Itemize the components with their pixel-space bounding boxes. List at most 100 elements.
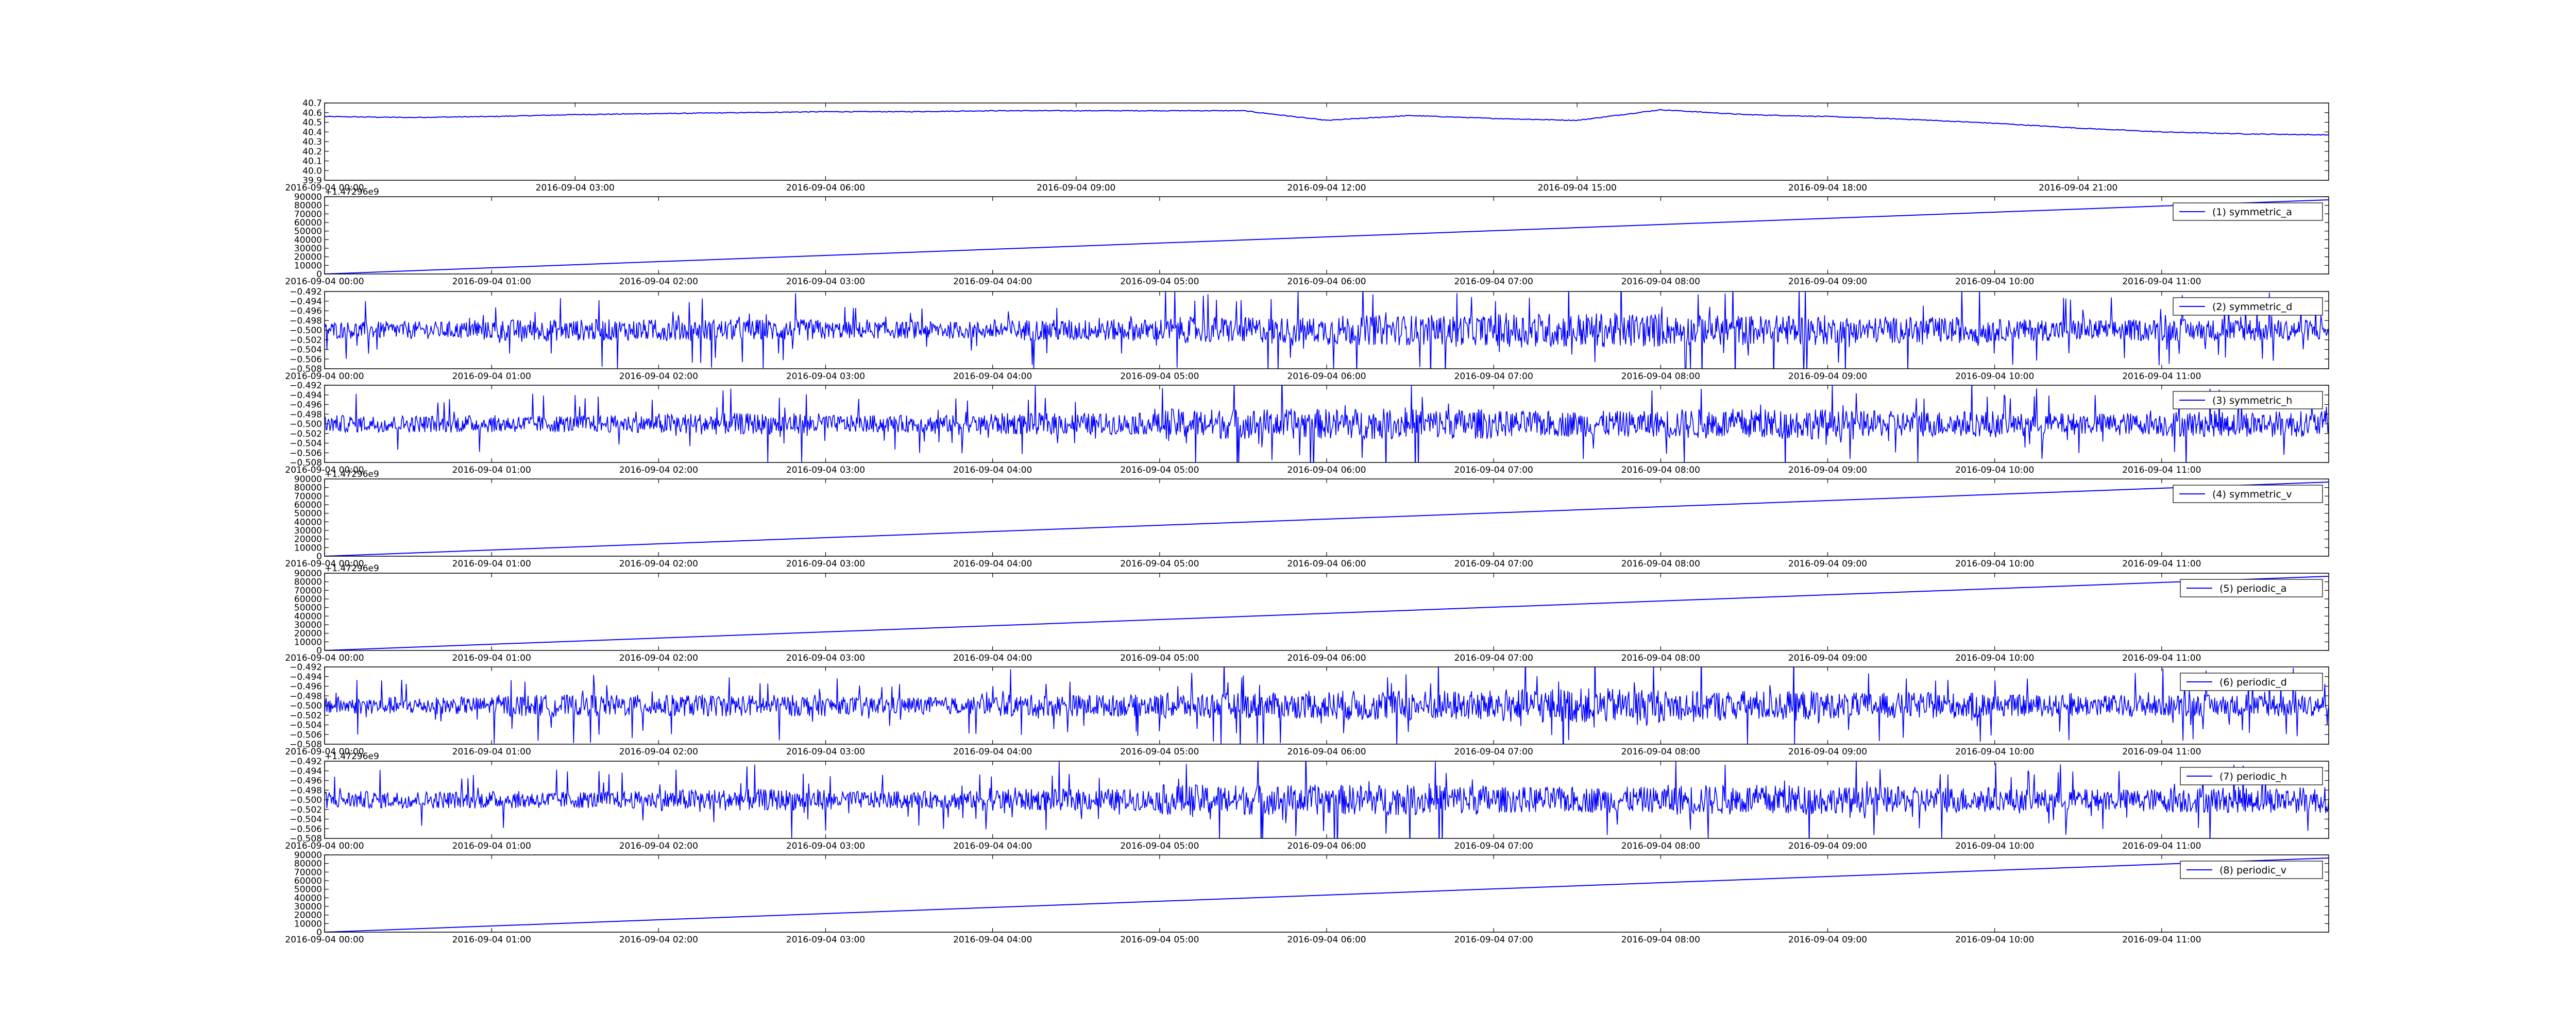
x-tick-label: 2016-09-04 06:00 — [1287, 465, 1366, 475]
y-tick-label: 10000 — [294, 919, 322, 929]
y-tick-label: 40.1 — [302, 157, 322, 167]
x-tick-label: 2016-09-04 00:00 — [285, 465, 364, 475]
panel-4: 0100002000030000400005000060000700008000… — [285, 469, 2329, 569]
y-tick-label: −0.498 — [290, 316, 322, 326]
x-tick-label: 2016-09-04 11:00 — [2122, 653, 2201, 663]
x-tick-label: 2016-09-04 05:00 — [1120, 747, 1199, 757]
y-tick-label: −0.508 — [290, 740, 322, 750]
legend-label: (2) symmetric_d — [2212, 301, 2292, 313]
x-tick-label: 2016-09-04 00:00 — [285, 747, 364, 757]
x-tick-label: 2016-09-04 06:00 — [1287, 653, 1366, 663]
x-tick-label: 2016-09-04 03:00 — [786, 465, 865, 475]
y-tick-label: 80000 — [294, 577, 322, 588]
x-tick-label: 2016-09-04 09:00 — [1788, 559, 1867, 569]
y-tick-label: 70000 — [294, 586, 322, 596]
x-tick-label: 2016-09-04 00:00 — [285, 277, 364, 287]
legend-label: (6) periodic_d — [2219, 677, 2287, 688]
offset-label: +1.47296e9 — [325, 751, 379, 762]
y-tick-label: −0.492 — [290, 287, 322, 297]
x-tick-label: 2016-09-04 03:00 — [536, 183, 615, 193]
x-tick-label: 2016-09-04 03:00 — [786, 371, 865, 382]
x-tick-label: 2016-09-04 06:00 — [1287, 559, 1366, 569]
x-tick-label: 2016-09-04 10:00 — [1955, 653, 2034, 663]
y-tick-label: 70000 — [294, 209, 322, 219]
y-tick-label: −0.496 — [290, 682, 322, 692]
x-tick-label: 2016-09-04 05:00 — [1120, 559, 1199, 569]
y-tick-label: 20000 — [294, 252, 322, 263]
legend: (1) symmetric_a — [2173, 202, 2323, 221]
x-tick-label: 2016-09-04 04:00 — [953, 465, 1032, 475]
y-tick-label: −0.500 — [290, 419, 322, 430]
panel-1: 0100002000030000400005000060000700008000… — [285, 187, 2329, 287]
series-line — [325, 576, 2329, 650]
x-tick-label: 2016-09-04 04:00 — [953, 277, 1032, 287]
x-tick-label: 2016-09-04 04:00 — [953, 747, 1032, 757]
panel-0: 39.940.040.140.240.340.440.540.640.7 2016… — [285, 98, 2329, 193]
legend: (2) symmetric_d — [2173, 297, 2323, 316]
y-tick-label: 40.3 — [302, 137, 322, 147]
y-tick-label: 40.6 — [302, 108, 322, 118]
legend-label: (7) periodic_h — [2219, 771, 2287, 782]
y-tick-label: −0.508 — [290, 458, 322, 468]
y-tick-label: 70000 — [294, 491, 322, 502]
x-tick-label: 2016-09-04 18:00 — [1788, 183, 1867, 193]
y-tick-label: 90000 — [294, 474, 322, 485]
y-tick-label: 40.2 — [302, 147, 322, 157]
y-tick-label: −0.508 — [290, 364, 322, 374]
x-tick-label: 2016-09-04 01:00 — [452, 277, 531, 287]
y-tick-label: 0 — [316, 552, 322, 562]
y-tick-label: 10000 — [294, 543, 322, 553]
y-tick-label: 20000 — [294, 535, 322, 545]
x-tick-label: 2016-09-04 00:00 — [285, 559, 364, 569]
x-tick-label: 2016-09-04 04:00 — [953, 935, 1032, 945]
x-tick-label: 2016-09-04 05:00 — [1120, 277, 1199, 287]
x-tick-label: 2016-09-04 02:00 — [619, 371, 698, 382]
y-tick-label: 20000 — [294, 911, 322, 921]
panel-8: 0100002000030000400005000060000700008000… — [285, 850, 2329, 945]
x-tick-label: 2016-09-04 10:00 — [1955, 371, 2034, 382]
legend: (6) periodic_d — [2180, 673, 2323, 691]
x-tick-label: 2016-09-04 01:00 — [452, 371, 531, 382]
y-tick-label: 90000 — [294, 192, 322, 202]
x-tick-label: 2016-09-04 09:00 — [1037, 183, 1115, 193]
x-tick-label: 2016-09-04 02:00 — [619, 747, 698, 757]
y-tick-label: −0.496 — [290, 400, 322, 410]
x-tick-label: 2016-09-04 02:00 — [619, 559, 698, 569]
x-tick-label: 2016-09-04 21:00 — [2039, 183, 2117, 193]
y-tick-label: −0.502 — [290, 429, 322, 439]
y-tick-label: 40000 — [294, 611, 322, 622]
y-tick-label: −0.508 — [290, 834, 322, 844]
y-tick-label: −0.498 — [290, 691, 322, 701]
panel-3: −0.508−0.506−0.504−0.502−0.500−0.498−0.4… — [285, 381, 2329, 475]
x-tick-label: 2016-09-04 02:00 — [619, 935, 698, 945]
x-tick-label: 2016-09-04 03:00 — [786, 277, 865, 287]
x-tick-label: 2016-09-04 09:00 — [1788, 841, 1867, 851]
y-tick-label: −0.504 — [290, 439, 322, 449]
y-tick-label: −0.500 — [290, 795, 322, 805]
y-tick-label: −0.494 — [290, 390, 322, 401]
y-tick-label: 30000 — [294, 620, 322, 630]
x-tick-label: 2016-09-04 09:00 — [1788, 465, 1867, 475]
legend-label: (5) periodic_a — [2219, 583, 2286, 594]
y-tick-label: 50000 — [294, 227, 322, 237]
y-tick-label: −0.492 — [290, 662, 322, 673]
x-tick-label: 2016-09-04 06:00 — [1287, 935, 1366, 945]
x-tick-label: 2016-09-04 06:00 — [786, 183, 865, 193]
x-tick-label: 2016-09-04 03:00 — [786, 935, 865, 945]
y-tick-label: 60000 — [294, 500, 322, 510]
x-tick-label: 2016-09-04 05:00 — [1120, 841, 1199, 851]
x-tick-label: 2016-09-04 00:00 — [285, 371, 364, 382]
series-line — [325, 385, 2329, 462]
legend-label: (8) periodic_v — [2219, 865, 2286, 876]
x-tick-label: 2016-09-04 11:00 — [2122, 371, 2201, 382]
y-tick-label: −0.502 — [290, 711, 322, 721]
y-tick-label: 80000 — [294, 859, 322, 869]
series-line — [325, 199, 2329, 274]
y-tick-label: 10000 — [294, 261, 322, 271]
y-tick-label: 90000 — [294, 569, 322, 579]
y-tick-label: −0.494 — [290, 672, 322, 682]
panel-7: −0.508−0.506−0.504−0.502−0.500−0.498−0.4… — [285, 751, 2329, 851]
x-tick-label: 2016-09-04 01:00 — [452, 465, 531, 475]
y-tick-label: 50000 — [294, 603, 322, 613]
